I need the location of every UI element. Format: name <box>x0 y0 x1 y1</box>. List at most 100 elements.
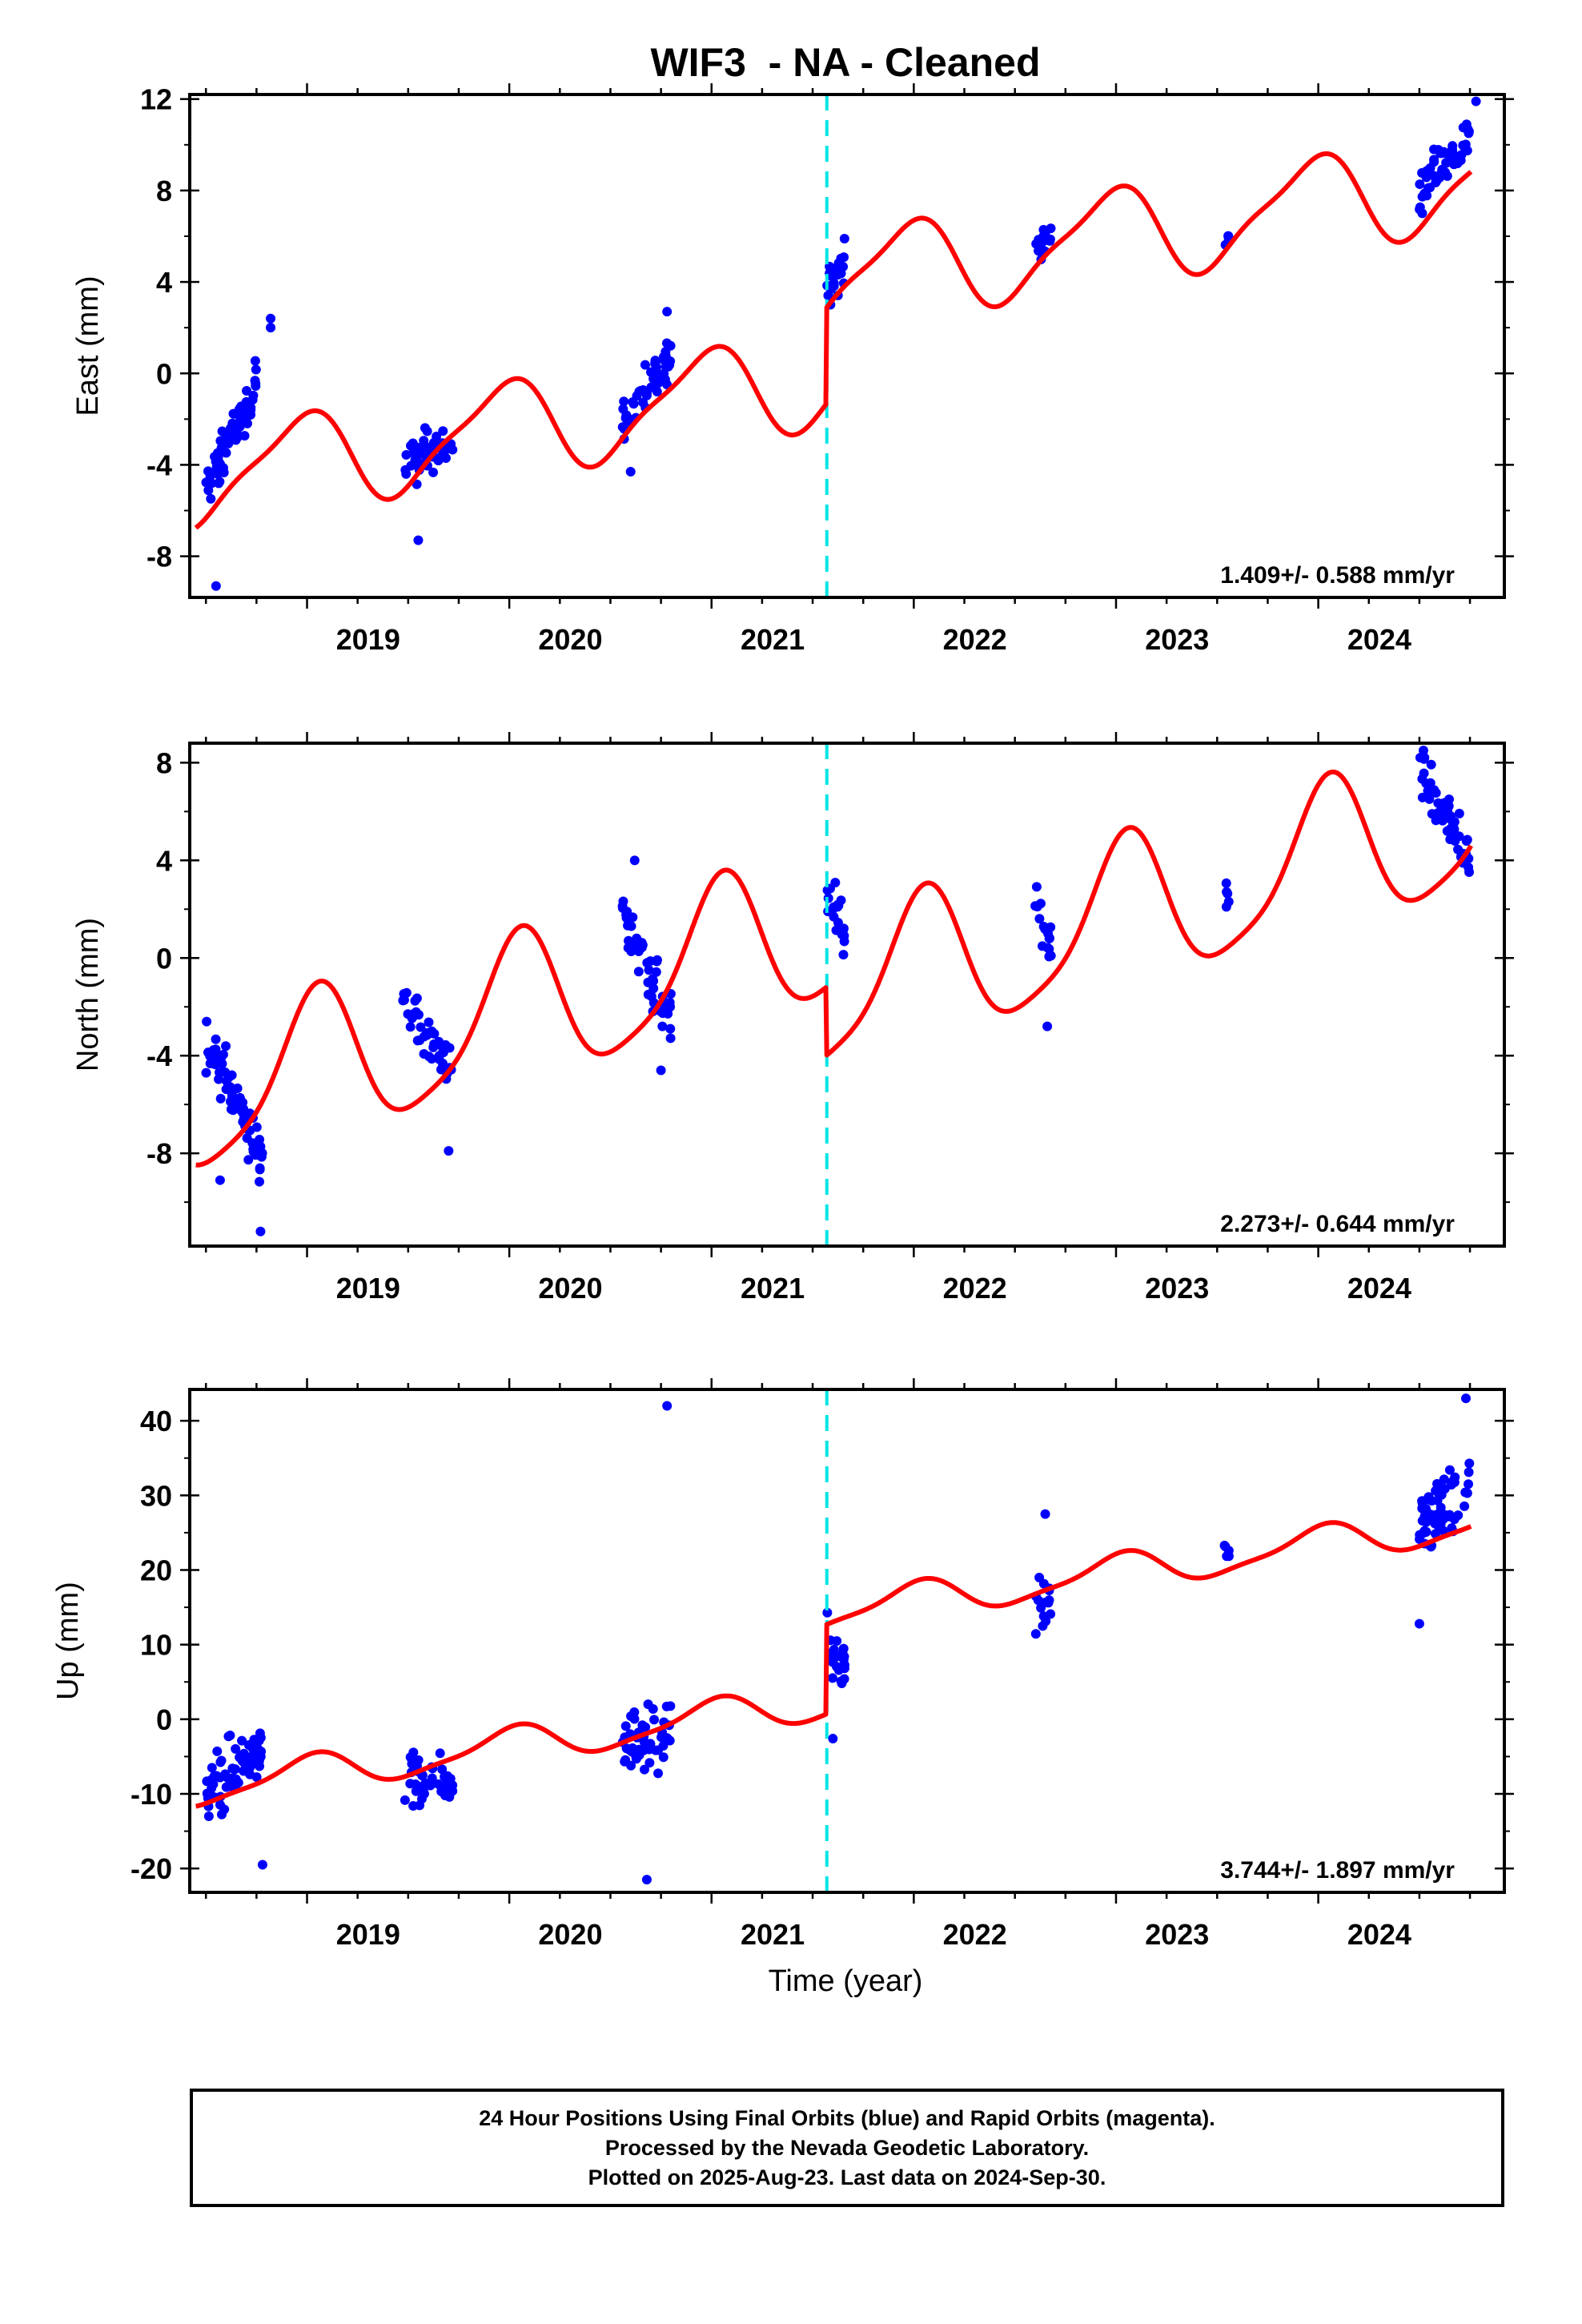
north-data-point <box>1437 808 1447 818</box>
up-data-point <box>665 1735 675 1746</box>
up-data-point <box>410 1779 420 1790</box>
north-data-point <box>1448 818 1459 829</box>
up-data-point <box>1034 1572 1045 1582</box>
up-data-point <box>822 1607 833 1618</box>
north-data-point <box>657 1021 668 1031</box>
up-outlier-point <box>828 1734 838 1744</box>
north-data-point <box>1223 897 1234 907</box>
east-xtick-label: 2020 <box>538 623 602 656</box>
north-data-point <box>436 1064 446 1075</box>
up-xtick-label: 2022 <box>943 1918 1007 1951</box>
north-data-point <box>665 1023 676 1034</box>
north-data-point <box>663 1008 673 1019</box>
east-data-point <box>218 463 228 473</box>
north-data-point <box>1415 753 1425 763</box>
up-data-point <box>1464 1458 1475 1469</box>
north-data-point <box>215 1051 226 1062</box>
north-data-point <box>438 1045 448 1055</box>
up-data-point <box>400 1795 410 1805</box>
up-data-point <box>658 1752 669 1763</box>
up-data-point <box>243 1758 254 1768</box>
north-data-point <box>201 1068 211 1078</box>
north-data-point <box>222 1076 232 1086</box>
up-data-point <box>644 1744 654 1755</box>
east-ytick-label: 12 <box>140 83 172 116</box>
up-ytick-label: -20 <box>130 1852 172 1885</box>
up-ytick-label: 40 <box>140 1405 172 1437</box>
east-data-point <box>422 426 432 436</box>
north-data-point <box>1426 759 1436 770</box>
north-ytick-label: -8 <box>147 1137 172 1170</box>
north-data-point <box>203 1047 213 1058</box>
north-data-point <box>255 1134 265 1144</box>
north-data-point <box>255 1164 265 1175</box>
east-outlier-point <box>662 307 673 317</box>
footer-line-plotted: Plotted on 2025-Aug-23. Last data on 202… <box>588 2165 1106 2189</box>
up-data-point <box>223 1731 234 1742</box>
up-outlier-point <box>1040 1509 1050 1519</box>
up-data-point <box>644 1758 655 1768</box>
east-data-point <box>432 432 442 442</box>
footer-line-processed: Processed by the Nevada Geodetic Laborat… <box>604 2135 1090 2160</box>
east-data-point <box>1421 172 1431 183</box>
east-data-point <box>650 359 661 369</box>
east-data-point <box>206 493 216 504</box>
north-data-point <box>214 1068 224 1078</box>
north-data-point <box>1454 808 1464 818</box>
north-data-point <box>221 1084 231 1095</box>
north-data-points <box>201 746 1475 1236</box>
north-outlier-point <box>444 1146 454 1156</box>
up-data-point <box>212 1746 223 1756</box>
east-data-points <box>201 96 1481 591</box>
up-data-point <box>1439 1474 1449 1485</box>
up-xtick-label: 2023 <box>1145 1918 1209 1951</box>
north-data-point <box>633 967 644 977</box>
north-panel: 8 4 0 -4 -8 2019 2020 2021 2022 2023 2024 North (mm… <box>71 732 1514 1305</box>
north-data-point <box>215 1093 226 1104</box>
gps-timeseries-figure: WIF3 - NA - Cleaned Time (year) 12840-4-… <box>51 40 1514 1998</box>
up-data-point <box>1430 1529 1440 1539</box>
footer-line-orbits: 24 Hour Positions Using Final Orbits (bl… <box>479 2105 1215 2130</box>
east-data-point <box>642 386 652 396</box>
north-data-point <box>413 1010 424 1020</box>
north-data-point <box>646 991 656 1002</box>
north-data-point <box>248 1147 259 1157</box>
north-outlier-point <box>215 1175 225 1185</box>
east-data-point <box>1452 159 1463 169</box>
north-data-point <box>412 993 422 1003</box>
east-data-point <box>428 467 439 477</box>
up-data-point <box>440 1780 450 1791</box>
north-outlier-point <box>1042 1021 1053 1031</box>
north-data-point <box>1450 836 1460 846</box>
east-outlier-point <box>211 581 221 591</box>
north-data-point <box>1042 943 1053 953</box>
east-data-point <box>248 390 259 400</box>
east-data-point <box>251 378 261 388</box>
north-data-point <box>238 1097 248 1108</box>
north-data-point <box>1032 902 1042 912</box>
up-ytick-label: 0 <box>156 1703 172 1736</box>
north-outlier-point <box>255 1226 266 1236</box>
east-data-point <box>410 455 420 465</box>
north-data-point <box>419 1049 429 1059</box>
north-data-point <box>1031 882 1042 892</box>
up-outlier-point <box>1414 1618 1424 1629</box>
east-data-point <box>201 477 211 488</box>
up-plot-area <box>194 1389 1475 1892</box>
north-data-point <box>238 1116 248 1127</box>
east-data-point <box>658 355 669 365</box>
east-outlier-point <box>1471 96 1481 107</box>
up-data-point <box>827 1673 837 1683</box>
up-data-point <box>207 1763 217 1773</box>
north-xtick-label: 2024 <box>1347 1272 1411 1305</box>
up-data-point <box>1418 1503 1428 1514</box>
up-data-point <box>437 1764 448 1775</box>
east-data-point <box>1462 146 1472 156</box>
east-data-point <box>242 400 252 410</box>
up-data-point <box>448 1786 458 1796</box>
up-data-point <box>219 1804 230 1815</box>
up-data-point <box>421 1780 432 1791</box>
east-ytick-label: 4 <box>156 266 172 299</box>
north-data-point <box>1221 878 1231 888</box>
east-data-point <box>1415 202 1425 212</box>
